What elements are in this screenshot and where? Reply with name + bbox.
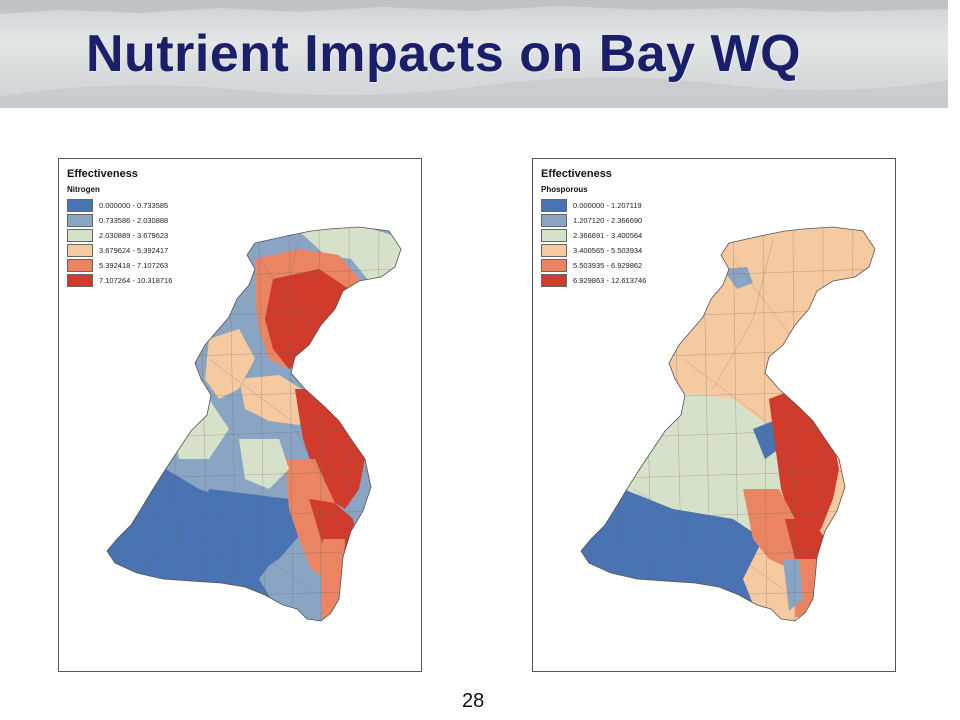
legend-items: 0.000000 - 0.733585 0.733586 - 2.030888 2.… <box>67 198 172 288</box>
slide-title: Nutrient Impacts on Bay WQ <box>86 25 802 83</box>
nitrogen-legend: Effectiveness Nitrogen 0.000000 - 0.7335… <box>67 168 172 288</box>
legend-swatch <box>541 259 567 272</box>
header-hills-background <box>0 0 948 108</box>
legend-range-label: 3.679624 - 5.392417 <box>99 246 169 255</box>
legend-subtitle: Nitrogen <box>67 185 100 194</box>
legend-item: 3.679624 - 5.392417 <box>67 243 172 258</box>
legend-range-label: 0.000000 - 0.733585 <box>99 201 169 210</box>
nitrogen-watershed-map <box>106 226 402 622</box>
slide-header: Nutrient Impacts on Bay WQ <box>0 0 948 108</box>
legend-swatch <box>67 259 93 272</box>
legend-swatch <box>541 274 567 287</box>
legend-item: 0.000000 - 1.207119 <box>541 198 646 213</box>
phosphorous-map-panel: Effectiveness Phosporous 0.000000 - 1.20… <box>532 158 896 672</box>
nitrogen-map-panel: Effectiveness Nitrogen 0.000000 - 0.7335… <box>58 158 422 672</box>
legend-item: 3.400565 - 5.503934 <box>541 243 646 258</box>
legend-item: 0.000000 - 0.733585 <box>67 198 172 213</box>
legend-range-label: 2.030889 - 3.679623 <box>99 231 169 240</box>
legend-title: Effectiveness <box>541 168 612 180</box>
legend-range-label: 2.366691 - 3.400564 <box>573 231 643 240</box>
legend-range-label: 6.929863 - 12.613746 <box>573 276 647 285</box>
watershed-outline <box>580 226 876 622</box>
legend-subtitle: Phosporous <box>541 185 588 194</box>
legend-item: 5.503935 - 6.929862 <box>541 258 646 273</box>
legend-swatch <box>67 199 93 212</box>
legend-items: 0.000000 - 1.207119 1.207120 - 2.366690 2.… <box>541 198 646 288</box>
legend-item: 2.030889 - 3.679623 <box>67 228 172 243</box>
slide-right-edge <box>948 0 960 720</box>
phosphorous-legend: Effectiveness Phosporous 0.000000 - 1.20… <box>541 168 646 288</box>
legend-swatch <box>541 244 567 257</box>
legend-item: 0.733586 - 2.030888 <box>67 213 172 228</box>
legend-swatch <box>541 214 567 227</box>
legend-swatch <box>67 229 93 242</box>
legend-swatch <box>67 214 93 227</box>
legend-range-label: 1.207120 - 2.366690 <box>573 216 643 225</box>
legend-item: 2.366691 - 3.400564 <box>541 228 646 243</box>
legend-range-label: 5.503935 - 6.929862 <box>573 261 643 270</box>
legend-swatch <box>67 244 93 257</box>
legend-item: 5.392418 - 7.107263 <box>67 258 172 273</box>
phosphorous-watershed-map <box>580 226 876 622</box>
legend-range-label: 0.000000 - 1.207119 <box>573 201 642 210</box>
legend-swatch <box>541 229 567 242</box>
watershed-outline <box>106 226 402 622</box>
legend-item: 6.929863 - 12.613746 <box>541 273 646 288</box>
legend-range-label: 5.392418 - 7.107263 <box>99 261 169 270</box>
legend-swatch <box>541 199 567 212</box>
legend-range-label: 0.733586 - 2.030888 <box>99 216 169 225</box>
legend-range-label: 3.400565 - 5.503934 <box>573 246 643 255</box>
legend-title: Effectiveness <box>67 168 138 180</box>
legend-range-label: 7.107264 - 10.318716 <box>99 276 173 285</box>
page-number: 28 <box>462 690 485 712</box>
legend-item: 7.107264 - 10.318716 <box>67 273 172 288</box>
legend-swatch <box>67 274 93 287</box>
legend-item: 1.207120 - 2.366690 <box>541 213 646 228</box>
